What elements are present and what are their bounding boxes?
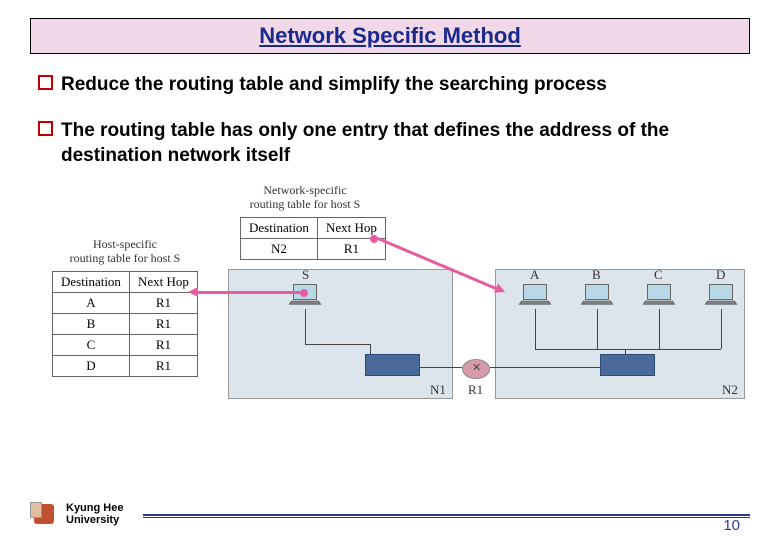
wire	[305, 309, 306, 344]
wire	[625, 349, 626, 355]
td: C	[53, 334, 130, 355]
th-dest: Destination	[241, 217, 318, 238]
bullet-icon	[38, 75, 53, 90]
uni-line2: University	[66, 514, 123, 526]
bullet-1-text: Reduce the routing table and simplify th…	[61, 72, 607, 98]
arrow-to-host-table	[196, 291, 300, 294]
wire	[659, 309, 660, 349]
network-n1	[228, 269, 453, 399]
slide-title: Network Specific Method	[259, 23, 521, 49]
label-c: C	[654, 267, 663, 283]
bullet-1: Reduce the routing table and simplify th…	[30, 72, 750, 98]
switch-n1	[365, 354, 420, 376]
network-diagram: Network-specificrouting table for host S…	[30, 189, 750, 419]
laptop-b	[580, 284, 614, 308]
laptop-a	[518, 284, 552, 308]
label-s: S	[302, 267, 309, 283]
arrow-dot-icon	[300, 289, 308, 297]
bullet-2-text: The routing table has only one entry tha…	[61, 118, 750, 169]
td: B	[53, 313, 130, 334]
wire	[535, 349, 721, 350]
net-table-label: Network-specificrouting table for host S	[235, 183, 375, 212]
label-d: D	[716, 267, 725, 283]
td: A	[53, 292, 130, 313]
university-logo-icon	[30, 502, 58, 526]
td: R1	[129, 313, 197, 334]
net-routing-table: DestinationNext Hop N2R1	[240, 217, 386, 260]
wire	[420, 367, 462, 368]
wire	[721, 309, 722, 349]
slide-title-bar: Network Specific Method	[30, 18, 750, 54]
label-n2: N2	[722, 382, 738, 398]
footer: Kyung Hee University	[30, 502, 750, 526]
td: R1	[129, 334, 197, 355]
wire	[535, 309, 536, 349]
label-b: B	[592, 267, 601, 283]
uni-line1: Kyung Hee	[66, 502, 123, 514]
page-number: 10	[723, 517, 740, 534]
td: R1	[129, 355, 197, 376]
laptop-c	[642, 284, 676, 308]
wire	[305, 344, 370, 345]
switch-n2	[600, 354, 655, 376]
host-table-label: Host-specificrouting table for host S	[60, 237, 190, 266]
bullet-icon	[38, 121, 53, 136]
wire	[597, 309, 598, 349]
laptop-d	[704, 284, 738, 308]
label-n1: N1	[430, 382, 446, 398]
bullet-2: The routing table has only one entry tha…	[30, 118, 750, 169]
wire	[370, 344, 371, 354]
wire	[490, 367, 600, 368]
th-dest: Destination	[53, 271, 130, 292]
university-name: Kyung Hee University	[66, 502, 123, 526]
td: N2	[241, 238, 318, 259]
label-a: A	[530, 267, 539, 283]
label-r1: R1	[468, 382, 483, 398]
router-r1: ✕	[462, 359, 490, 379]
td: D	[53, 355, 130, 376]
host-routing-table: DestinationNext Hop AR1 BR1 CR1 DR1	[52, 271, 198, 377]
